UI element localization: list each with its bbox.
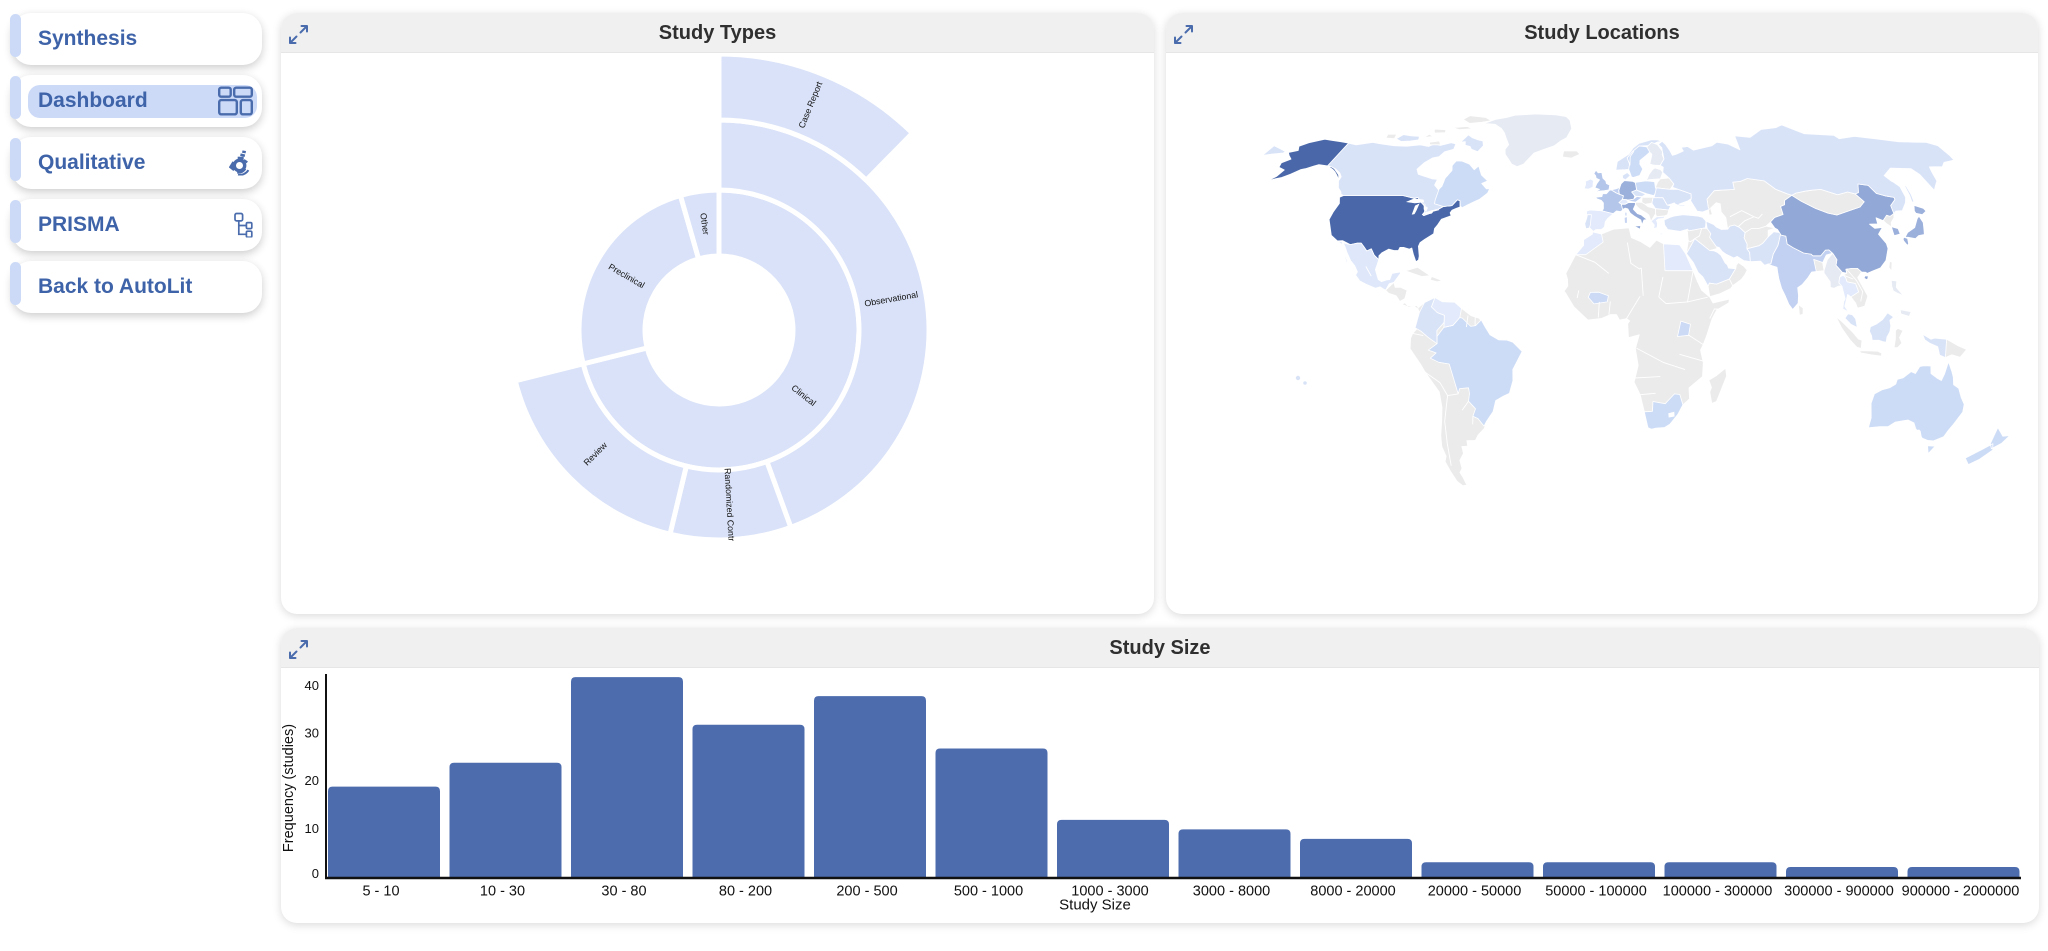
svg-text:3000 - 8000: 3000 - 8000 bbox=[1193, 884, 1270, 900]
svg-text:Frequency (studies): Frequency (studies) bbox=[281, 724, 297, 852]
svg-text:20000 - 50000: 20000 - 50000 bbox=[1428, 884, 1522, 900]
svg-text:8000 - 20000: 8000 - 20000 bbox=[1310, 884, 1395, 900]
svg-text:Other: Other bbox=[698, 212, 711, 235]
svg-text:0: 0 bbox=[312, 866, 319, 881]
svg-text:50000 - 100000: 50000 - 100000 bbox=[1545, 884, 1647, 900]
svg-text:Study Size: Study Size bbox=[1059, 897, 1131, 914]
svg-text:10 - 30: 10 - 30 bbox=[480, 884, 525, 900]
svg-text:500 - 1000: 500 - 1000 bbox=[954, 884, 1023, 900]
svg-text:30: 30 bbox=[305, 726, 319, 741]
svg-text:20: 20 bbox=[305, 773, 319, 788]
svg-text:80 - 200: 80 - 200 bbox=[719, 884, 772, 900]
svg-text:300000 - 900000: 300000 - 900000 bbox=[1784, 884, 1894, 900]
svg-text:5 - 10: 5 - 10 bbox=[362, 884, 399, 900]
svg-text:10: 10 bbox=[305, 821, 319, 836]
svg-text:40: 40 bbox=[305, 678, 319, 693]
svg-text:100000 - 300000: 100000 - 300000 bbox=[1663, 884, 1773, 900]
svg-text:200 - 500: 200 - 500 bbox=[836, 884, 897, 900]
svg-text:1000 - 3000: 1000 - 3000 bbox=[1071, 884, 1148, 900]
svg-text:Randomized Contr: Randomized Contr bbox=[723, 468, 737, 542]
svg-text:30 - 80: 30 - 80 bbox=[601, 884, 646, 900]
svg-text:900000 - 2000000: 900000 - 2000000 bbox=[1902, 884, 2020, 900]
